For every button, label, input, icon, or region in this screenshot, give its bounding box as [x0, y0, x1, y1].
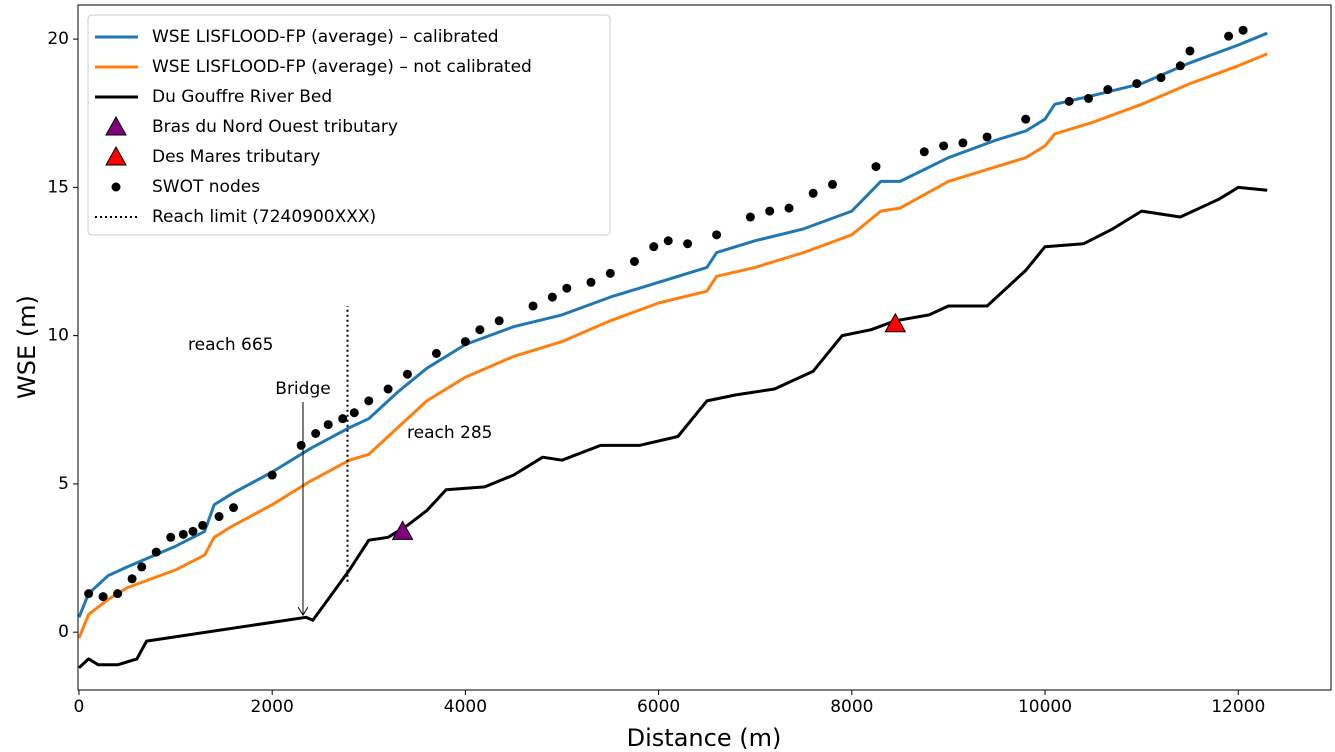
legend-label: WSE LISFLOOD-FP (average) – calibrated [152, 27, 499, 47]
legend-swatch [111, 182, 121, 192]
x-tick-label: 0 [74, 697, 85, 717]
legend-label: WSE LISFLOOD-FP (average) – not calibrat… [152, 57, 532, 77]
point [137, 562, 147, 572]
legend-box [87, 14, 611, 236]
point [311, 428, 321, 438]
legend-label: Du Gouffre River Bed [152, 87, 332, 107]
point [113, 589, 123, 599]
tributary-marker [391, 520, 414, 540]
point [1175, 61, 1185, 71]
legend-label: SWOT nodes [152, 177, 260, 197]
point [402, 369, 412, 379]
point [939, 141, 949, 151]
y-tick-label: 10 [47, 326, 69, 346]
point [1185, 46, 1195, 56]
point [475, 325, 485, 335]
point [338, 414, 348, 424]
x-tick-label: 8000 [830, 697, 873, 717]
x-tick-label: 10000 [1018, 697, 1072, 717]
point [1238, 25, 1248, 35]
point [784, 203, 794, 213]
y-tick-label: 20 [47, 29, 69, 49]
annotation: reach 285 [407, 423, 492, 443]
point [871, 162, 881, 172]
annotation: Bridge [275, 379, 330, 399]
point [828, 179, 838, 189]
y-tick-label: 15 [47, 177, 69, 197]
line [77, 52, 1268, 639]
plot-frame [77, 4, 1332, 691]
point [1103, 85, 1113, 95]
x-tick-label: 12000 [1211, 697, 1265, 717]
point [214, 512, 224, 522]
point [178, 529, 188, 539]
point [267, 470, 277, 480]
point [229, 503, 239, 513]
point [919, 147, 929, 157]
point [649, 242, 659, 252]
point [745, 212, 755, 222]
point [84, 589, 94, 599]
annotation: reach 665 [188, 335, 273, 355]
point [982, 132, 992, 142]
point [562, 283, 572, 293]
tributary-marker [884, 312, 907, 333]
point [127, 574, 137, 584]
x-tick-label: 2000 [251, 697, 294, 717]
point [166, 532, 176, 542]
point [547, 292, 557, 302]
x-tick-label: 4000 [444, 697, 487, 717]
point [198, 520, 208, 530]
x-tick-label: 6000 [637, 697, 680, 717]
point [151, 547, 161, 557]
point [383, 384, 393, 394]
point [1156, 73, 1166, 83]
point [958, 138, 968, 148]
point [683, 239, 693, 249]
point [663, 236, 673, 246]
point [323, 420, 333, 430]
line [77, 185, 1268, 669]
point [528, 301, 538, 311]
point [586, 277, 596, 287]
y-tick-label: 5 [58, 474, 69, 494]
point [494, 316, 504, 326]
point [808, 188, 818, 198]
x-axis-label: Distance (m) [627, 724, 782, 752]
point [460, 337, 470, 347]
point [98, 592, 108, 602]
legend-swatch [105, 115, 127, 136]
point [605, 268, 615, 278]
legend-label: Des Mares tributary [152, 147, 320, 167]
line [77, 31, 1268, 618]
point [712, 230, 722, 240]
point [349, 408, 359, 418]
y-axis-label: WSE (m) [13, 295, 41, 399]
point [1224, 31, 1234, 41]
point [1064, 96, 1074, 106]
point [296, 440, 306, 450]
legend-label: Reach limit (7240900XXX) [152, 207, 376, 227]
point [364, 396, 374, 406]
point [431, 348, 441, 358]
y-tick-label: 0 [58, 622, 69, 642]
point [1021, 114, 1031, 124]
point [765, 206, 775, 216]
point [188, 526, 198, 536]
point [1084, 93, 1094, 103]
legend-label: Bras du Nord Ouest tributary [152, 117, 398, 137]
legend-swatch [105, 145, 127, 166]
point [629, 257, 639, 267]
point [1132, 79, 1142, 89]
